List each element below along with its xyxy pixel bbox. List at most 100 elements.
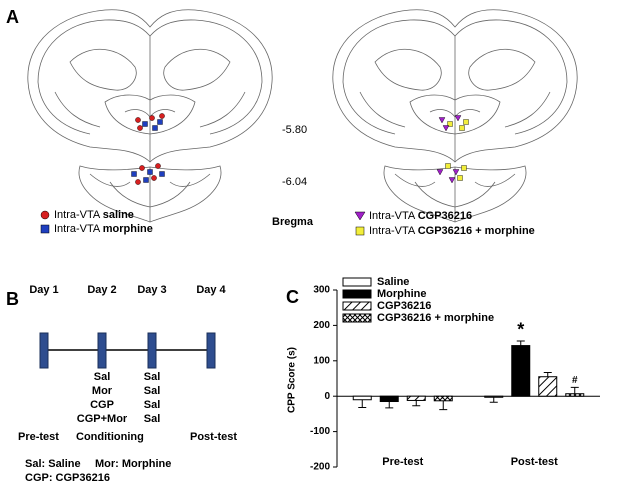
reference-label: Bregma	[272, 216, 314, 228]
error-bar	[516, 340, 525, 346]
error-bar	[543, 371, 552, 377]
phase-label: Pre-test	[18, 431, 59, 443]
site	[445, 163, 451, 169]
treatment-label: Sal	[94, 371, 111, 383]
site	[454, 115, 462, 122]
site	[459, 125, 465, 131]
phase-label: Conditioning	[76, 431, 144, 443]
error-bar	[385, 401, 394, 409]
y-tick-label: 0	[324, 391, 330, 402]
legend-label: Intra-VTA morphine	[54, 223, 153, 235]
day-label: Day 2	[87, 284, 116, 296]
annotation: *	[517, 320, 524, 340]
site	[463, 119, 469, 125]
legend-prefix: Intra-VTA	[54, 223, 101, 235]
legend-symbol	[40, 224, 50, 234]
site	[137, 125, 143, 131]
legend-swatch	[342, 289, 372, 299]
error-bar	[358, 399, 367, 409]
note: Mor: Morphine	[95, 458, 171, 470]
legend-label: Intra-VTA CGP36216	[369, 210, 472, 222]
treatment-label: Sal	[144, 385, 161, 397]
site	[142, 121, 148, 127]
brain-section	[27, 9, 273, 223]
legend-swatch	[342, 313, 372, 323]
legend-label: Saline	[377, 276, 409, 288]
panel-label: B	[6, 289, 19, 309]
legend-symbol	[354, 211, 366, 221]
day-label: Day 1	[29, 284, 58, 296]
y-tick-label: 100	[313, 355, 330, 366]
site	[452, 169, 460, 176]
site	[155, 163, 161, 169]
day-marker	[39, 332, 49, 369]
days: Day 1 Day 2 Day 3 Day 4 Sal Mor CGP CGP+Mor Sal S…	[29, 284, 226, 425]
level-label: -5.80	[282, 124, 307, 136]
bar	[484, 395, 504, 398]
bar	[379, 395, 399, 403]
legend-name: morphine	[103, 223, 153, 235]
treatment-label: CGP+Mor	[77, 413, 128, 425]
legend-label: CGP36216	[377, 300, 431, 312]
panel-label: A	[6, 7, 19, 27]
bar	[538, 376, 558, 397]
panel-c: C CPP Score (s) -200 -100 0 100 200 300 Pre-te…	[286, 276, 600, 473]
error-bar	[489, 397, 498, 403]
site	[438, 117, 446, 124]
y-tick-label: 300	[313, 285, 330, 296]
site	[442, 125, 450, 132]
site	[447, 121, 453, 127]
bar	[433, 395, 453, 402]
error-bar	[412, 400, 421, 407]
bar	[352, 395, 372, 401]
site	[461, 165, 467, 171]
legend-prefix: Intra-VTA	[369, 210, 416, 222]
x-tick-label: Post-test	[511, 456, 558, 468]
legend-label: CGP36216 + morphine	[377, 312, 494, 324]
y-axis-title: CPP Score (s)	[287, 347, 298, 413]
site	[157, 119, 163, 125]
injection-sites	[131, 113, 469, 185]
site	[131, 171, 137, 177]
day-label: Day 3	[137, 284, 166, 296]
legend-label: Intra-VTA CGP36216 + morphine	[369, 225, 535, 237]
treatment-label: Sal	[144, 371, 161, 383]
treatment-label: CGP	[90, 399, 114, 411]
note: CGP: CGP36216	[25, 472, 110, 484]
y-tick-label: -100	[310, 426, 330, 437]
treatment-label: Sal	[144, 399, 161, 411]
site	[135, 179, 141, 185]
bar	[511, 345, 531, 397]
legend-name: CGP36216	[418, 210, 472, 222]
y-tick-label: 200	[313, 320, 330, 331]
panel-label: C	[286, 287, 299, 307]
error-bar	[570, 386, 579, 394]
legend-label: Intra-VTA saline	[54, 209, 134, 221]
site	[159, 171, 165, 177]
site	[143, 177, 149, 183]
legend-prefix: Intra-VTA	[54, 209, 101, 221]
treatment-label: Mor	[92, 385, 113, 397]
treatment-label: Sal	[144, 413, 161, 425]
site	[457, 175, 463, 181]
y-tick-label: -200	[310, 462, 330, 473]
day-marker	[206, 332, 216, 369]
error-bar	[439, 400, 448, 411]
x-tick-label: Pre-test	[382, 456, 423, 468]
legend-label: Morphine	[377, 288, 427, 300]
phase-label: Post-test	[190, 431, 237, 443]
site	[152, 125, 158, 131]
legend-name: saline	[103, 209, 134, 221]
bar	[565, 393, 585, 397]
site	[159, 113, 165, 119]
site	[448, 177, 456, 184]
panel-a: A -5.80 -6.04 Bregma Intra-VTA salineInt…	[6, 7, 578, 237]
legend-prefix: Intra-VTA	[369, 225, 416, 237]
legend-name: CGP36216 + morphine	[418, 225, 535, 237]
legend-swatch	[342, 301, 372, 311]
level-label: -6.04	[282, 176, 307, 188]
site	[135, 117, 141, 123]
site	[436, 169, 444, 176]
